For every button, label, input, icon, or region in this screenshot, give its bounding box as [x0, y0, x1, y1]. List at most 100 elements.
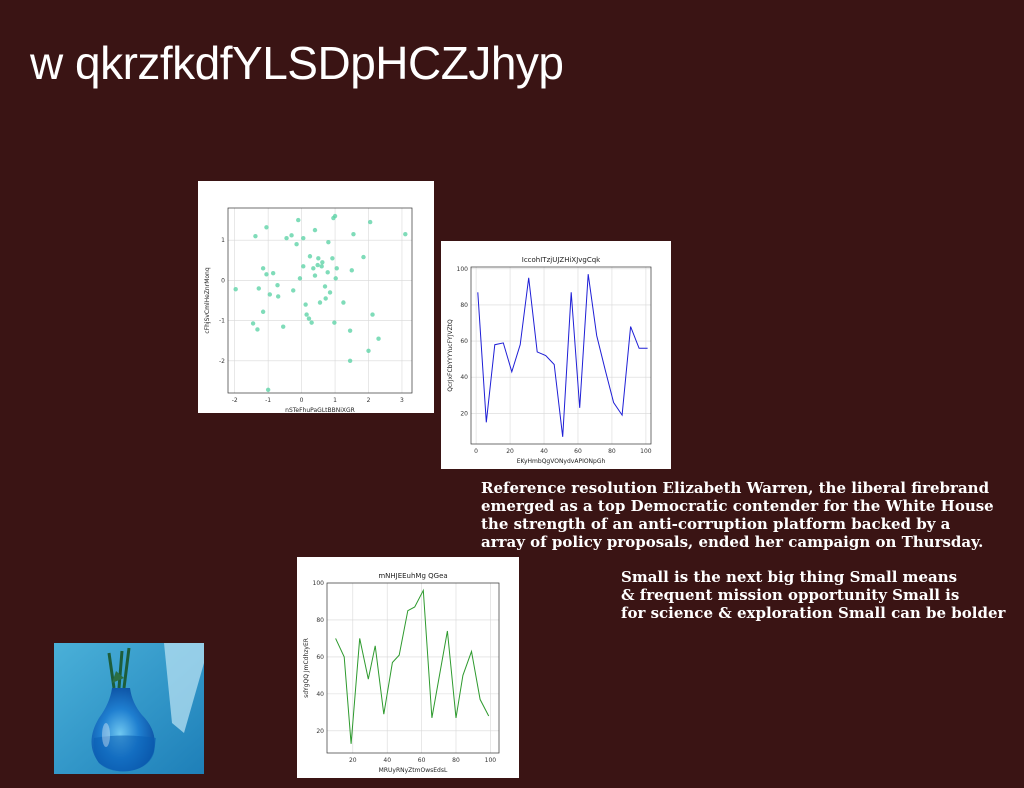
slide-title: w qkrzfkdfYLSDpHCZJhyp — [30, 37, 564, 89]
scatter-point — [296, 217, 301, 223]
scatter-point — [330, 256, 335, 261]
scatter-point — [323, 296, 328, 301]
x-tick-label: 0 — [474, 448, 478, 455]
x-tick-label: 40 — [540, 448, 548, 455]
scatter-point — [316, 256, 321, 261]
scatter-point — [301, 235, 306, 241]
y-axis-label: QcrJxFCbYYYYucFYJVZtQ — [447, 319, 454, 392]
chart-title: mNHJEEuhMg QGea — [378, 572, 447, 580]
scatter-point — [351, 231, 356, 237]
scatter-point — [376, 336, 381, 341]
y-tick-label: -1 — [219, 318, 225, 325]
paragraph-small: Small is the next big thing Small means … — [621, 568, 1005, 622]
scatter-point — [306, 316, 312, 321]
plot-frame — [227, 207, 413, 394]
scatter-point — [317, 300, 323, 305]
scatter-point — [319, 264, 324, 269]
chart-title: IccohITzjUJZHiXJvgCqk — [522, 256, 601, 264]
x-tick-label: 80 — [452, 757, 460, 764]
scatter-point — [322, 284, 328, 289]
scatter-point — [260, 266, 266, 271]
x-tick-label: 3 — [400, 397, 404, 404]
scatter-point — [326, 239, 331, 245]
y-tick-label: 100 — [313, 580, 325, 587]
paragraph-line: Reference resolution Elizabeth Warren, t… — [481, 479, 990, 497]
series-line — [477, 274, 648, 437]
paragraph-line: & frequent mission opportunity Small is — [621, 586, 960, 604]
y-tick-label: 60 — [316, 654, 324, 661]
x-tick-label: 40 — [383, 757, 391, 764]
x-axis-label: EKyHmbQgVONydvAPIONpGh — [517, 458, 606, 465]
scatter-point — [281, 324, 286, 329]
scatter-point — [250, 321, 256, 326]
scatter-point — [307, 254, 313, 259]
scatter-point — [325, 270, 330, 275]
y-tick-label: 40 — [460, 374, 468, 381]
paragraph-line: for science & exploration Small can be b… — [621, 604, 1006, 622]
scatter-point — [264, 272, 269, 277]
x-tick-label: 20 — [349, 757, 357, 764]
scatter-point — [332, 320, 337, 325]
y-axis-label: sdYgQQ JmCdhzyER — [303, 638, 310, 698]
x-tick-label: 60 — [574, 448, 582, 455]
scatter-point — [312, 227, 318, 233]
green-line-chart: 20 40 60 80 100 20 40 60 80 100 mNHJEEuhMg QGea MRU… — [297, 557, 519, 778]
scatter-point — [334, 266, 339, 271]
scatter-point — [289, 233, 294, 238]
scatter-point — [255, 327, 260, 332]
scatter-point — [312, 273, 318, 278]
scatter-point — [304, 312, 309, 317]
paragraph-line: emerged as a top Democratic contender fo… — [481, 497, 994, 515]
scatter-point — [347, 358, 353, 364]
scatter-point — [303, 302, 308, 307]
paragraph-line: Small is the next big thing Small means — [621, 568, 958, 586]
x-tick-label: -2 — [232, 397, 238, 404]
y-tick-label: 80 — [460, 302, 468, 309]
scatter-point — [294, 241, 299, 247]
scatter-point — [327, 290, 333, 295]
scatter-point — [366, 348, 371, 353]
plot-frame — [326, 582, 500, 754]
y-tick-label: 40 — [316, 691, 324, 698]
x-tick-label: 1 — [333, 397, 337, 404]
scatter-point — [275, 294, 281, 299]
paragraph-line: the strength of an anti-corruption platf… — [481, 515, 951, 533]
x-tick-label: 60 — [418, 757, 426, 764]
y-axis-label: cFhjSvCmlHeZnrMonq — [204, 267, 211, 334]
x-tick-label: 100 — [640, 448, 652, 455]
y-tick-label: 60 — [460, 338, 468, 345]
series-line — [335, 588, 490, 744]
scatter-point — [260, 309, 266, 314]
blue-glass-vase-icon — [54, 643, 204, 774]
y-tick-label: 0 — [221, 277, 225, 284]
scatter-point — [320, 260, 325, 265]
paragraph-warren: Reference resolution Elizabeth Warren, t… — [481, 479, 994, 551]
x-tick-label: 20 — [506, 448, 514, 455]
scatter-point — [361, 254, 366, 260]
scatter-point — [291, 288, 296, 293]
scatter-point — [284, 235, 289, 241]
scatter-point — [265, 387, 271, 392]
y-tick-label: 20 — [460, 410, 468, 417]
y-tick-label: 80 — [316, 617, 324, 624]
paragraph-line: array of policy proposals, ended her cam… — [481, 533, 984, 551]
scatter-point — [367, 219, 373, 225]
scatter-point — [275, 283, 280, 288]
x-tick-label: 80 — [608, 448, 616, 455]
scatter-point — [297, 276, 303, 281]
scatter-point — [347, 328, 353, 333]
y-tick-label: -2 — [219, 358, 225, 365]
scatter-point — [403, 231, 408, 237]
scatter-point — [267, 292, 273, 297]
x-axis-label: nSTeFhuPaGLtBBNiXGR — [285, 407, 355, 413]
scatter-point — [309, 320, 314, 325]
x-axis-label: MRUyRNyZtmOwsEdsL — [379, 767, 448, 774]
scatter-point — [253, 233, 258, 239]
scatter-point — [315, 262, 320, 268]
plot-frame — [470, 266, 652, 445]
y-tick-label: 20 — [316, 728, 324, 735]
scatter-point — [301, 264, 306, 269]
scatter-point — [256, 286, 261, 291]
scatter-point — [270, 270, 276, 276]
y-tick-label: 100 — [457, 266, 469, 273]
